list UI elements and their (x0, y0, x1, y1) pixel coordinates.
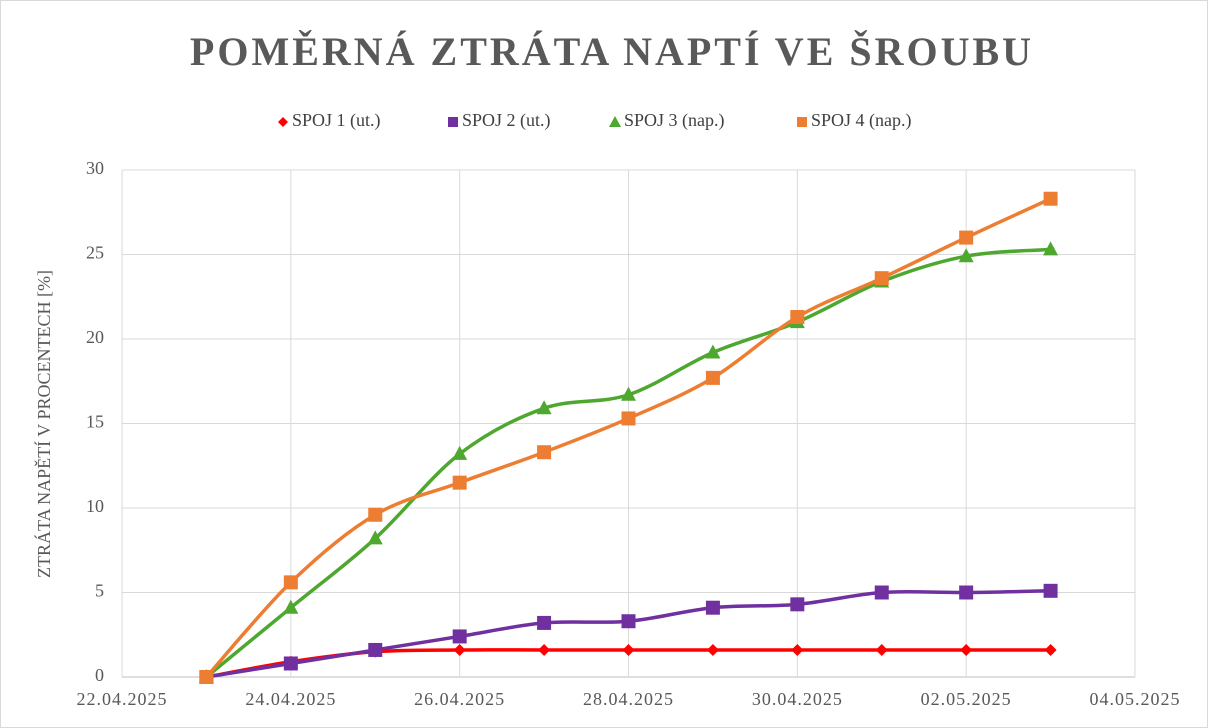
legend-marker (278, 117, 288, 127)
point (790, 310, 805, 325)
point (1044, 643, 1057, 656)
x-tick-label: 04.05.2025 (1090, 689, 1181, 709)
point (283, 575, 298, 590)
y-tick-label: 10 (86, 496, 104, 516)
chart-title: POMĚRNÁ ZTRÁTA NAPTÍ VE ŠROUBU (190, 29, 1034, 74)
point (622, 643, 635, 656)
point (1043, 241, 1059, 256)
y-tick-label: 0 (95, 665, 104, 685)
legend-marker (797, 117, 807, 127)
point (537, 445, 552, 460)
y-tick-label: 15 (86, 412, 104, 432)
point (960, 643, 973, 656)
point (706, 643, 719, 656)
point (621, 386, 636, 401)
point (791, 643, 804, 656)
y-tick-label: 20 (86, 327, 104, 347)
point (368, 642, 383, 657)
point (452, 475, 467, 490)
point (1043, 191, 1058, 206)
point (874, 585, 889, 600)
legend-label: SPOJ 2 (ut.) (462, 110, 551, 131)
point (705, 600, 720, 615)
point (199, 670, 214, 684)
point (453, 643, 466, 656)
legend-label: SPOJ 4 (nap.) (811, 110, 912, 131)
legend-label: SPOJ 1 (ut.) (292, 110, 381, 131)
point (874, 271, 889, 286)
point (959, 230, 974, 245)
y-tick-label: 25 (86, 243, 104, 263)
point (368, 507, 383, 522)
y-tick-label: 30 (86, 158, 104, 178)
point (958, 248, 974, 263)
point (790, 597, 805, 612)
point (367, 530, 383, 545)
legend-marker (448, 117, 458, 127)
x-tick-label: 24.04.2025 (245, 689, 336, 709)
point (452, 445, 468, 460)
y-axis-label: ZTRÁTA NAPĚTÍ V PROCENTECH [%] (33, 270, 54, 578)
x-tick-label: 02.05.2025 (921, 689, 1012, 709)
x-tick-label: 30.04.2025 (752, 689, 843, 709)
point (283, 656, 298, 671)
point (621, 614, 636, 629)
x-tick-label: 26.04.2025 (414, 689, 505, 709)
point (452, 629, 467, 644)
legend-marker (609, 116, 621, 127)
point (959, 585, 974, 600)
y-tick-label: 5 (95, 581, 104, 601)
point (538, 643, 551, 656)
point (536, 400, 552, 415)
point (537, 615, 552, 630)
point (705, 370, 720, 385)
legend-label: SPOJ 3 (nap.) (624, 110, 725, 131)
point (283, 599, 299, 614)
point (875, 643, 888, 656)
point (705, 344, 721, 359)
x-tick-label: 28.04.2025 (583, 689, 674, 709)
point (621, 411, 636, 426)
x-tick-label: 22.04.2025 (77, 689, 168, 709)
point (1043, 583, 1058, 598)
